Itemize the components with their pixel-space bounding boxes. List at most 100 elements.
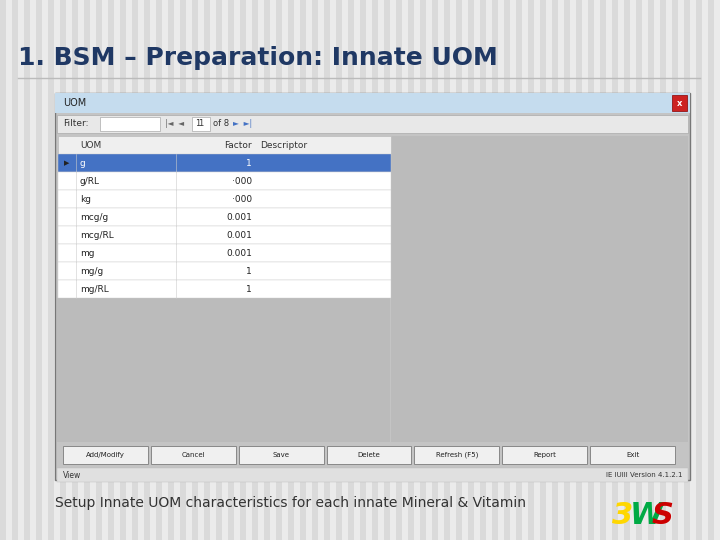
Bar <box>396 0 402 540</box>
Text: Factor: Factor <box>225 140 252 150</box>
Bar <box>336 0 342 540</box>
Bar <box>58 190 391 208</box>
Bar <box>204 0 210 540</box>
Bar <box>58 208 391 226</box>
Text: IE IUIII Version 4.1.2.1: IE IUIII Version 4.1.2.1 <box>606 472 682 478</box>
Bar <box>58 172 391 190</box>
Text: W: W <box>630 501 664 530</box>
Bar <box>540 0 546 540</box>
Bar <box>58 226 391 244</box>
Bar <box>58 136 391 154</box>
Bar <box>636 0 642 540</box>
Bar <box>391 136 688 442</box>
Bar <box>684 0 690 540</box>
Bar <box>360 0 366 540</box>
Bar <box>192 117 210 131</box>
Bar <box>239 446 323 464</box>
Text: mg/g: mg/g <box>80 267 103 275</box>
Bar <box>57 444 688 466</box>
Bar <box>444 0 450 540</box>
Bar <box>156 0 162 540</box>
Bar <box>660 0 666 540</box>
Bar <box>264 0 270 540</box>
Text: 1: 1 <box>246 159 252 167</box>
Bar <box>528 0 534 540</box>
Text: Filter:: Filter: <box>63 119 89 129</box>
Text: 0.001: 0.001 <box>226 213 252 221</box>
Text: 1: 1 <box>195 119 200 129</box>
Bar <box>624 0 630 540</box>
Text: g: g <box>80 159 86 167</box>
Bar <box>228 0 234 540</box>
Bar <box>180 0 186 540</box>
Bar <box>480 0 486 540</box>
Bar <box>612 0 618 540</box>
Bar <box>503 446 587 464</box>
Bar <box>132 0 138 540</box>
Bar <box>12 0 18 540</box>
Text: ·000: ·000 <box>232 177 252 186</box>
Text: ▶: ▶ <box>64 160 70 166</box>
Bar <box>576 0 582 540</box>
Text: View: View <box>63 470 81 480</box>
Bar <box>63 446 148 464</box>
Bar <box>144 0 150 540</box>
Bar <box>516 0 522 540</box>
Bar <box>58 244 391 262</box>
Bar <box>420 0 426 540</box>
Bar <box>672 95 687 111</box>
Bar <box>24 0 30 540</box>
Bar <box>312 0 318 540</box>
Bar <box>552 0 558 540</box>
Bar <box>216 0 222 540</box>
Bar <box>372 0 378 540</box>
Bar <box>192 0 198 540</box>
Bar <box>696 0 702 540</box>
Text: Cancel: Cancel <box>181 452 205 458</box>
Bar <box>58 262 391 280</box>
Bar <box>0 0 6 540</box>
Text: g/RL: g/RL <box>80 177 100 186</box>
Text: 0.001: 0.001 <box>226 248 252 258</box>
Bar <box>57 115 688 133</box>
Bar <box>708 0 714 540</box>
Text: 1: 1 <box>199 119 204 129</box>
Bar <box>36 0 42 540</box>
Text: Refresh (F5): Refresh (F5) <box>436 452 478 458</box>
Bar <box>96 0 102 540</box>
Text: kg: kg <box>80 194 91 204</box>
Text: S: S <box>652 501 674 530</box>
Text: UOM: UOM <box>80 140 102 150</box>
Text: Report: Report <box>534 452 556 458</box>
Bar <box>432 0 438 540</box>
Bar <box>492 0 498 540</box>
Bar <box>456 0 462 540</box>
Text: 0.001: 0.001 <box>226 231 252 240</box>
Text: 1. BSM – Preparation: Innate UOM: 1. BSM – Preparation: Innate UOM <box>18 46 498 70</box>
Bar <box>648 0 654 540</box>
Bar <box>48 0 54 540</box>
Bar <box>408 0 414 540</box>
Bar <box>348 0 354 540</box>
Bar <box>55 93 690 480</box>
Bar <box>588 0 594 540</box>
Text: 3: 3 <box>612 501 634 530</box>
Text: 1: 1 <box>246 285 252 294</box>
Text: UOM: UOM <box>63 98 86 108</box>
Bar <box>384 0 390 540</box>
Bar <box>55 93 690 113</box>
Bar <box>58 280 391 298</box>
Text: x: x <box>677 98 682 107</box>
Text: Add/Modify: Add/Modify <box>86 452 125 458</box>
Text: Exit: Exit <box>626 452 639 458</box>
Bar <box>590 446 675 464</box>
Bar <box>300 0 306 540</box>
Bar <box>84 0 90 540</box>
Bar <box>324 0 330 540</box>
Bar <box>151 446 235 464</box>
Bar <box>276 0 282 540</box>
Bar <box>58 154 391 172</box>
Text: 1: 1 <box>246 267 252 275</box>
Bar <box>600 0 606 540</box>
Text: ►  ►|: ► ►| <box>233 119 252 129</box>
